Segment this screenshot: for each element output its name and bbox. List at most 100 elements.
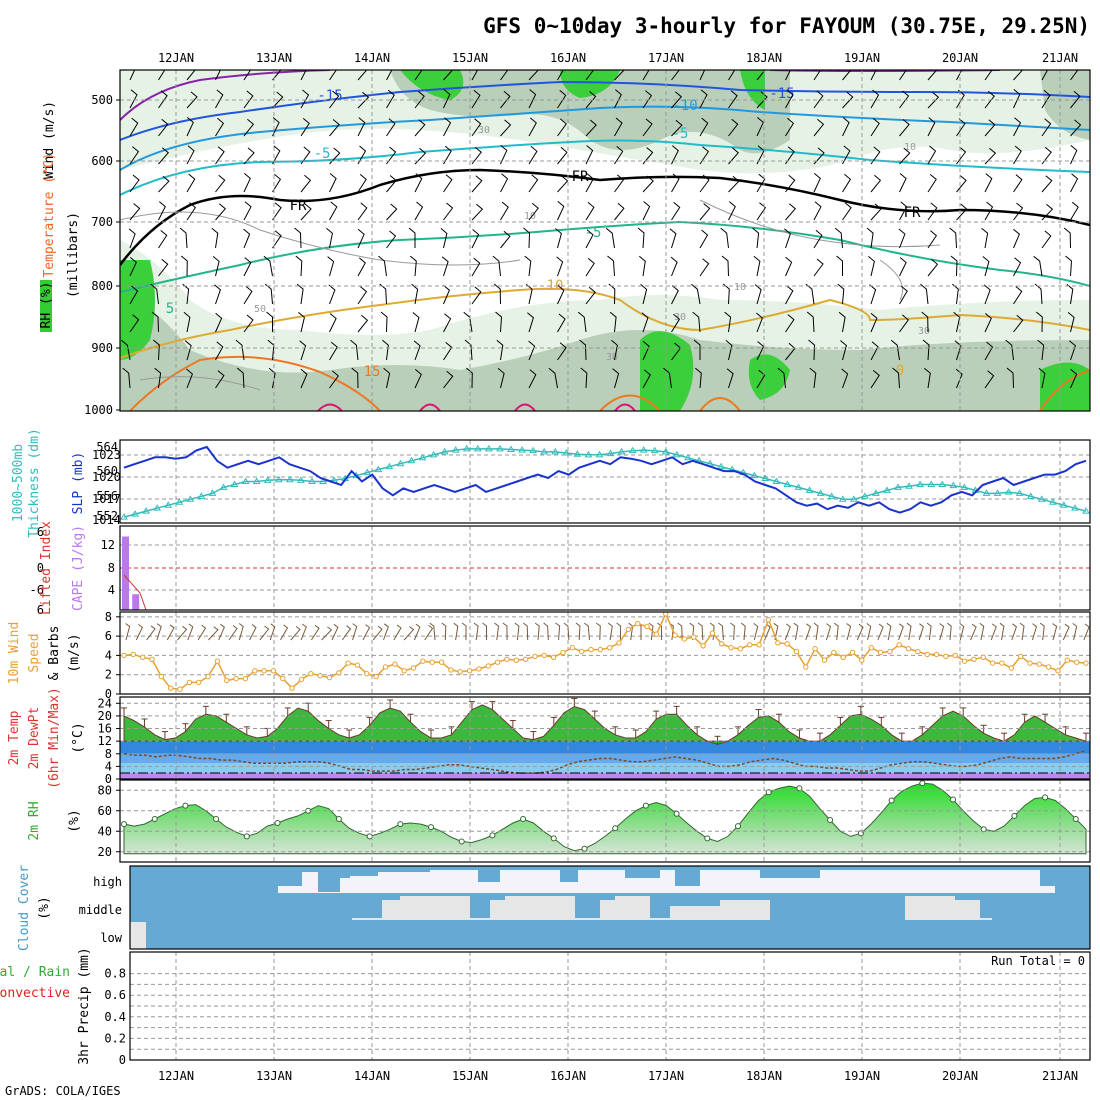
wind-barb	[724, 311, 732, 333]
wind-barb	[699, 89, 708, 109]
cloud-block-high	[378, 872, 400, 893]
temp-tick: 4	[105, 759, 112, 773]
wind-barb	[471, 229, 480, 249]
wind-barb	[215, 341, 224, 361]
thickness-point	[960, 483, 969, 490]
wind-barb-10m	[135, 624, 144, 641]
wind-barb	[642, 201, 651, 221]
wind-speed-point	[812, 646, 818, 652]
wind-speed-point	[438, 659, 445, 665]
wind-barb-10m	[441, 622, 447, 641]
wind-barb	[329, 70, 337, 81]
wind-speed-point	[1074, 659, 1080, 665]
rh-shading-green	[400, 70, 765, 110]
wind-barb-10m	[906, 622, 912, 641]
wind-barb	[212, 256, 220, 277]
wind-barb	[500, 70, 509, 81]
cloud-block-high	[660, 870, 675, 893]
wind-speed-point	[952, 652, 958, 659]
wind-barb	[984, 173, 993, 193]
wind-speed-point	[943, 653, 949, 660]
wind-barb	[984, 147, 997, 165]
cloud-block-high	[578, 870, 600, 893]
cloud-block-high	[700, 870, 760, 893]
wind-barb	[1037, 339, 1045, 361]
wind-speed-point	[803, 664, 809, 670]
wind-barb-10m	[677, 622, 683, 641]
rh-point	[397, 821, 404, 828]
slp-tick: 1014	[92, 513, 121, 527]
thickness-point	[750, 471, 759, 479]
wind-speed-point	[1036, 661, 1043, 667]
wind-tick: 4	[105, 648, 112, 662]
lifted-index-line	[123, 574, 147, 611]
rh-tick: 40	[98, 824, 112, 838]
wind-speed-point	[541, 652, 547, 659]
wind-barb	[557, 342, 567, 361]
wind-barb	[671, 202, 681, 221]
y-label-wind: Wind (m/s)	[42, 101, 57, 179]
wind-barb	[186, 91, 198, 109]
temp-tick: 20	[98, 709, 112, 723]
wind-speed-point	[793, 648, 800, 655]
wind-barb	[728, 201, 736, 221]
wind-barb	[495, 311, 503, 333]
wind-speed-point	[905, 646, 912, 652]
wind-barb	[129, 89, 138, 109]
cloud-label-2: (%)	[37, 896, 52, 919]
wind-barb	[785, 117, 795, 137]
wind-barb-10m	[877, 623, 884, 641]
wind-barb	[464, 339, 473, 361]
wind-barb	[497, 368, 505, 389]
wind-barb	[752, 227, 760, 249]
temp-band	[120, 763, 1090, 773]
thickness-tick: 564	[96, 440, 118, 454]
wind-barb	[671, 145, 679, 165]
rh-point	[612, 825, 619, 832]
wind-barb	[870, 174, 882, 193]
wind-barb	[1070, 90, 1081, 109]
thickness-point	[661, 447, 670, 455]
thickness-point	[617, 447, 626, 455]
wind-barb	[842, 202, 852, 221]
contour-label: -5	[672, 126, 689, 142]
wind-barb	[129, 174, 140, 193]
thickness-point	[186, 495, 195, 502]
wind-barb	[784, 228, 791, 249]
wind-barb-10m	[805, 623, 811, 641]
wind-speed-point	[1027, 660, 1033, 666]
wind-barb-10m	[833, 622, 839, 641]
wind-barb-10m	[970, 623, 977, 641]
wind-barb	[121, 339, 131, 361]
rh-point	[151, 816, 158, 822]
wind-barb	[129, 146, 140, 165]
wind-speed-point	[644, 623, 650, 630]
wind-barb	[295, 255, 303, 277]
wind-barb	[211, 227, 219, 249]
wind-barb	[927, 70, 938, 81]
wind-barb	[585, 119, 597, 137]
wind-barb	[386, 203, 398, 221]
wind-barb	[471, 175, 483, 193]
wind-barb	[1013, 286, 1023, 305]
wind-speed-point	[840, 654, 846, 660]
thickness-point	[672, 450, 681, 458]
wind-barb-10m	[125, 623, 131, 641]
axis-tick-label: 800	[91, 279, 113, 293]
thickness-point	[916, 480, 925, 487]
wind-barb	[386, 230, 397, 249]
wind-barb	[870, 203, 882, 221]
thickness-point	[1082, 507, 1090, 514]
wind-barb	[1067, 312, 1075, 333]
wind-barb	[1041, 146, 1052, 165]
rh-point	[243, 833, 250, 840]
wind-barb	[215, 117, 225, 137]
chart-title: GFS 0~10day 3-hourly for FAYOUM (30.75E,…	[483, 14, 1090, 38]
top-date-label: 14JAN	[354, 51, 390, 65]
thickness-point	[363, 468, 372, 476]
wind-barb	[813, 201, 822, 221]
wind-barb	[927, 258, 939, 277]
wind-speed-point	[373, 673, 379, 680]
rh-point	[919, 780, 926, 787]
